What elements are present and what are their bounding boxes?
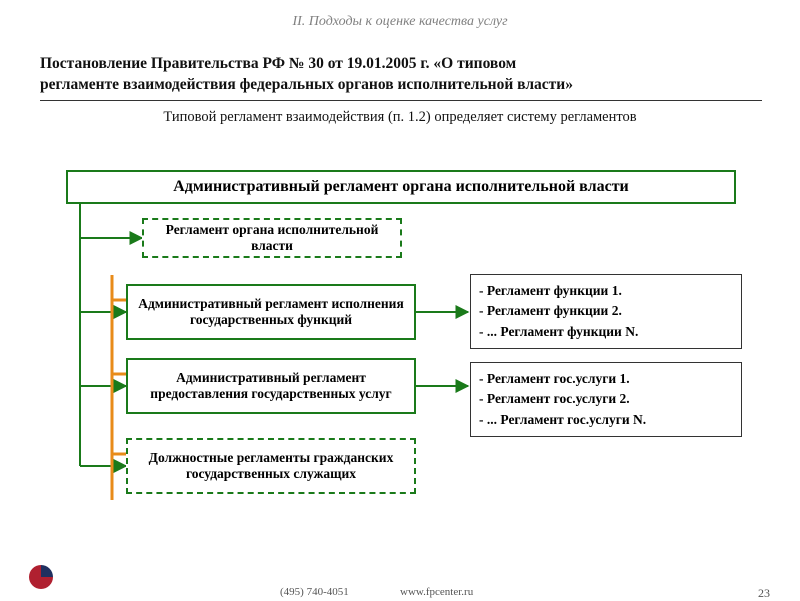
section-header-text: II. Подходы к оценке качества услуг xyxy=(292,14,507,29)
list-item: - ... Регламент функции N. xyxy=(479,322,733,342)
sub-box-b1: Регламент органа исполнительной власти xyxy=(142,218,402,258)
sub-box-b4: Должностные регламенты гражданских госуд… xyxy=(126,438,416,494)
logo xyxy=(26,562,56,592)
sub-box-b2: Административный регламент исполнения го… xyxy=(126,284,416,340)
list-item: - Регламент функции 1. xyxy=(479,281,733,301)
list-box-l2: - Регламент гос.услуги 1.- Регламент гос… xyxy=(470,362,742,437)
section-header: II. Подходы к оценке качества услуг xyxy=(0,0,800,30)
subtitle: Типовой регламент взаимодействия (п. 1.2… xyxy=(30,109,770,126)
sub-box-b3: Административный регламент предоставлени… xyxy=(126,358,416,414)
list-item: - Регламент гос.услуги 2. xyxy=(479,389,733,409)
regulation-diagram: Административный регламент органа исполн… xyxy=(0,170,800,550)
footer-url: www.fpcenter.ru xyxy=(400,586,473,598)
footer-phone: (495) 740-4051 xyxy=(280,586,349,598)
title-line-1: Постановление Правительства РФ № 30 от 1… xyxy=(40,54,762,75)
footer-page-number: 23 xyxy=(758,586,770,601)
list-item: - ... Регламент гос.услуги N. xyxy=(479,410,733,430)
list-item: - Регламент гос.услуги 1. xyxy=(479,369,733,389)
main-regulation-box: Административный регламент органа исполн… xyxy=(66,170,736,204)
title-line-2: регламенте взаимодействия федеральных ор… xyxy=(40,75,762,96)
list-item: - Регламент функции 2. xyxy=(479,301,733,321)
list-box-l1: - Регламент функции 1.- Регламент функци… xyxy=(470,274,742,349)
title-block: Постановление Правительства РФ № 30 от 1… xyxy=(40,54,762,101)
